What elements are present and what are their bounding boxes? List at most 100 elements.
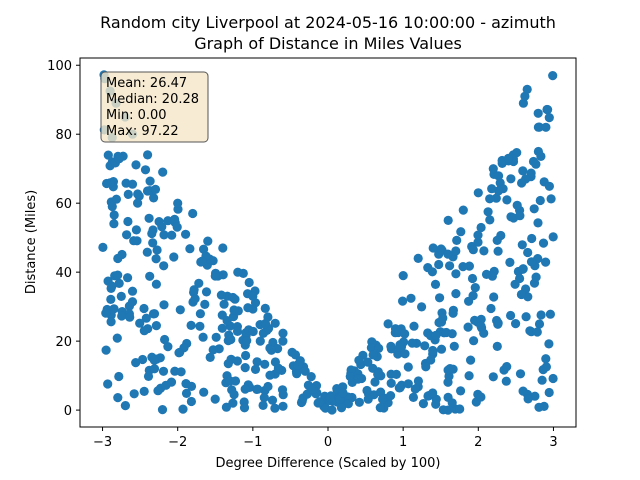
data-point: [517, 178, 527, 188]
data-point: [492, 235, 502, 245]
data-point: [258, 400, 268, 410]
data-point: [278, 390, 288, 400]
data-point: [409, 321, 419, 331]
data-point: [228, 398, 238, 408]
data-point: [232, 326, 243, 336]
x-tick-label: −2: [168, 435, 187, 450]
data-point: [145, 271, 155, 281]
data-point: [147, 228, 157, 239]
data-point: [217, 323, 227, 333]
data-point: [537, 375, 547, 385]
data-point: [260, 359, 270, 369]
data-point: [447, 329, 457, 339]
x-tick-label: −3: [93, 435, 112, 450]
data-point: [109, 210, 119, 220]
data-point: [232, 356, 242, 366]
data-point: [181, 388, 192, 398]
data-point: [148, 238, 158, 248]
data-point: [103, 150, 113, 160]
data-point: [354, 355, 364, 365]
data-point: [138, 354, 148, 365]
data-point: [102, 178, 112, 189]
data-point: [139, 303, 149, 314]
data-point: [515, 211, 525, 221]
data-point: [101, 308, 111, 318]
data-point: [438, 313, 448, 323]
data-point: [239, 403, 250, 413]
data-point: [141, 313, 151, 323]
data-point: [428, 388, 438, 398]
data-point: [443, 215, 453, 225]
data-point: [544, 113, 554, 123]
data-point: [149, 193, 159, 203]
data-point: [120, 401, 130, 411]
data-point: [485, 215, 495, 225]
data-point: [186, 396, 196, 407]
data-point: [150, 184, 161, 194]
data-point: [448, 308, 458, 318]
data-point: [308, 384, 318, 394]
data-point: [527, 233, 537, 244]
data-point: [476, 321, 486, 331]
data-point: [133, 189, 143, 199]
data-point: [418, 399, 428, 409]
data-point: [533, 122, 544, 132]
data-point: [300, 366, 310, 376]
data-point: [219, 299, 229, 309]
data-point: [544, 387, 554, 398]
data-point: [534, 402, 544, 412]
data-point: [398, 271, 408, 281]
data-point: [176, 367, 186, 377]
data-point: [473, 237, 483, 247]
data-point: [515, 273, 525, 284]
data-point: [534, 319, 545, 329]
data-point: [421, 362, 431, 372]
data-point: [518, 166, 528, 176]
data-point: [434, 259, 444, 270]
data-point: [362, 385, 372, 396]
data-point: [363, 394, 373, 404]
data-point: [533, 218, 543, 228]
data-point: [131, 225, 141, 235]
data-point: [413, 253, 423, 263]
data-point: [143, 150, 153, 160]
data-point: [531, 272, 541, 282]
y-axis-label: Distance (Miles): [24, 190, 39, 294]
data-point: [447, 398, 457, 408]
data-point: [125, 312, 135, 322]
data-point: [518, 98, 529, 108]
data-point: [131, 160, 141, 170]
data-point: [410, 384, 420, 394]
data-point: [188, 208, 198, 219]
data-point: [493, 246, 503, 256]
data-point: [278, 336, 288, 346]
data-point: [338, 388, 348, 398]
data-point: [456, 227, 466, 237]
data-point: [430, 279, 441, 289]
data-point: [195, 321, 205, 331]
data-point: [466, 355, 476, 365]
data-point: [400, 329, 410, 339]
data-point: [229, 305, 239, 315]
data-point: [343, 399, 353, 409]
data-point: [210, 271, 220, 281]
data-point: [149, 364, 160, 374]
data-point: [533, 146, 544, 157]
data-point: [199, 387, 209, 397]
data-point: [169, 252, 179, 262]
data-point: [116, 291, 126, 301]
data-point: [502, 362, 512, 372]
data-point: [548, 373, 558, 384]
x-tick-label: 3: [549, 435, 557, 450]
data-point: [135, 318, 145, 328]
data-point: [483, 207, 493, 217]
data-point: [263, 381, 273, 392]
data-point: [486, 303, 496, 314]
data-point: [145, 176, 155, 186]
data-point: [230, 376, 241, 386]
data-point: [481, 269, 492, 279]
data-point: [506, 310, 516, 321]
data-point: [510, 319, 521, 329]
data-point: [203, 236, 213, 246]
data-point: [428, 243, 438, 253]
